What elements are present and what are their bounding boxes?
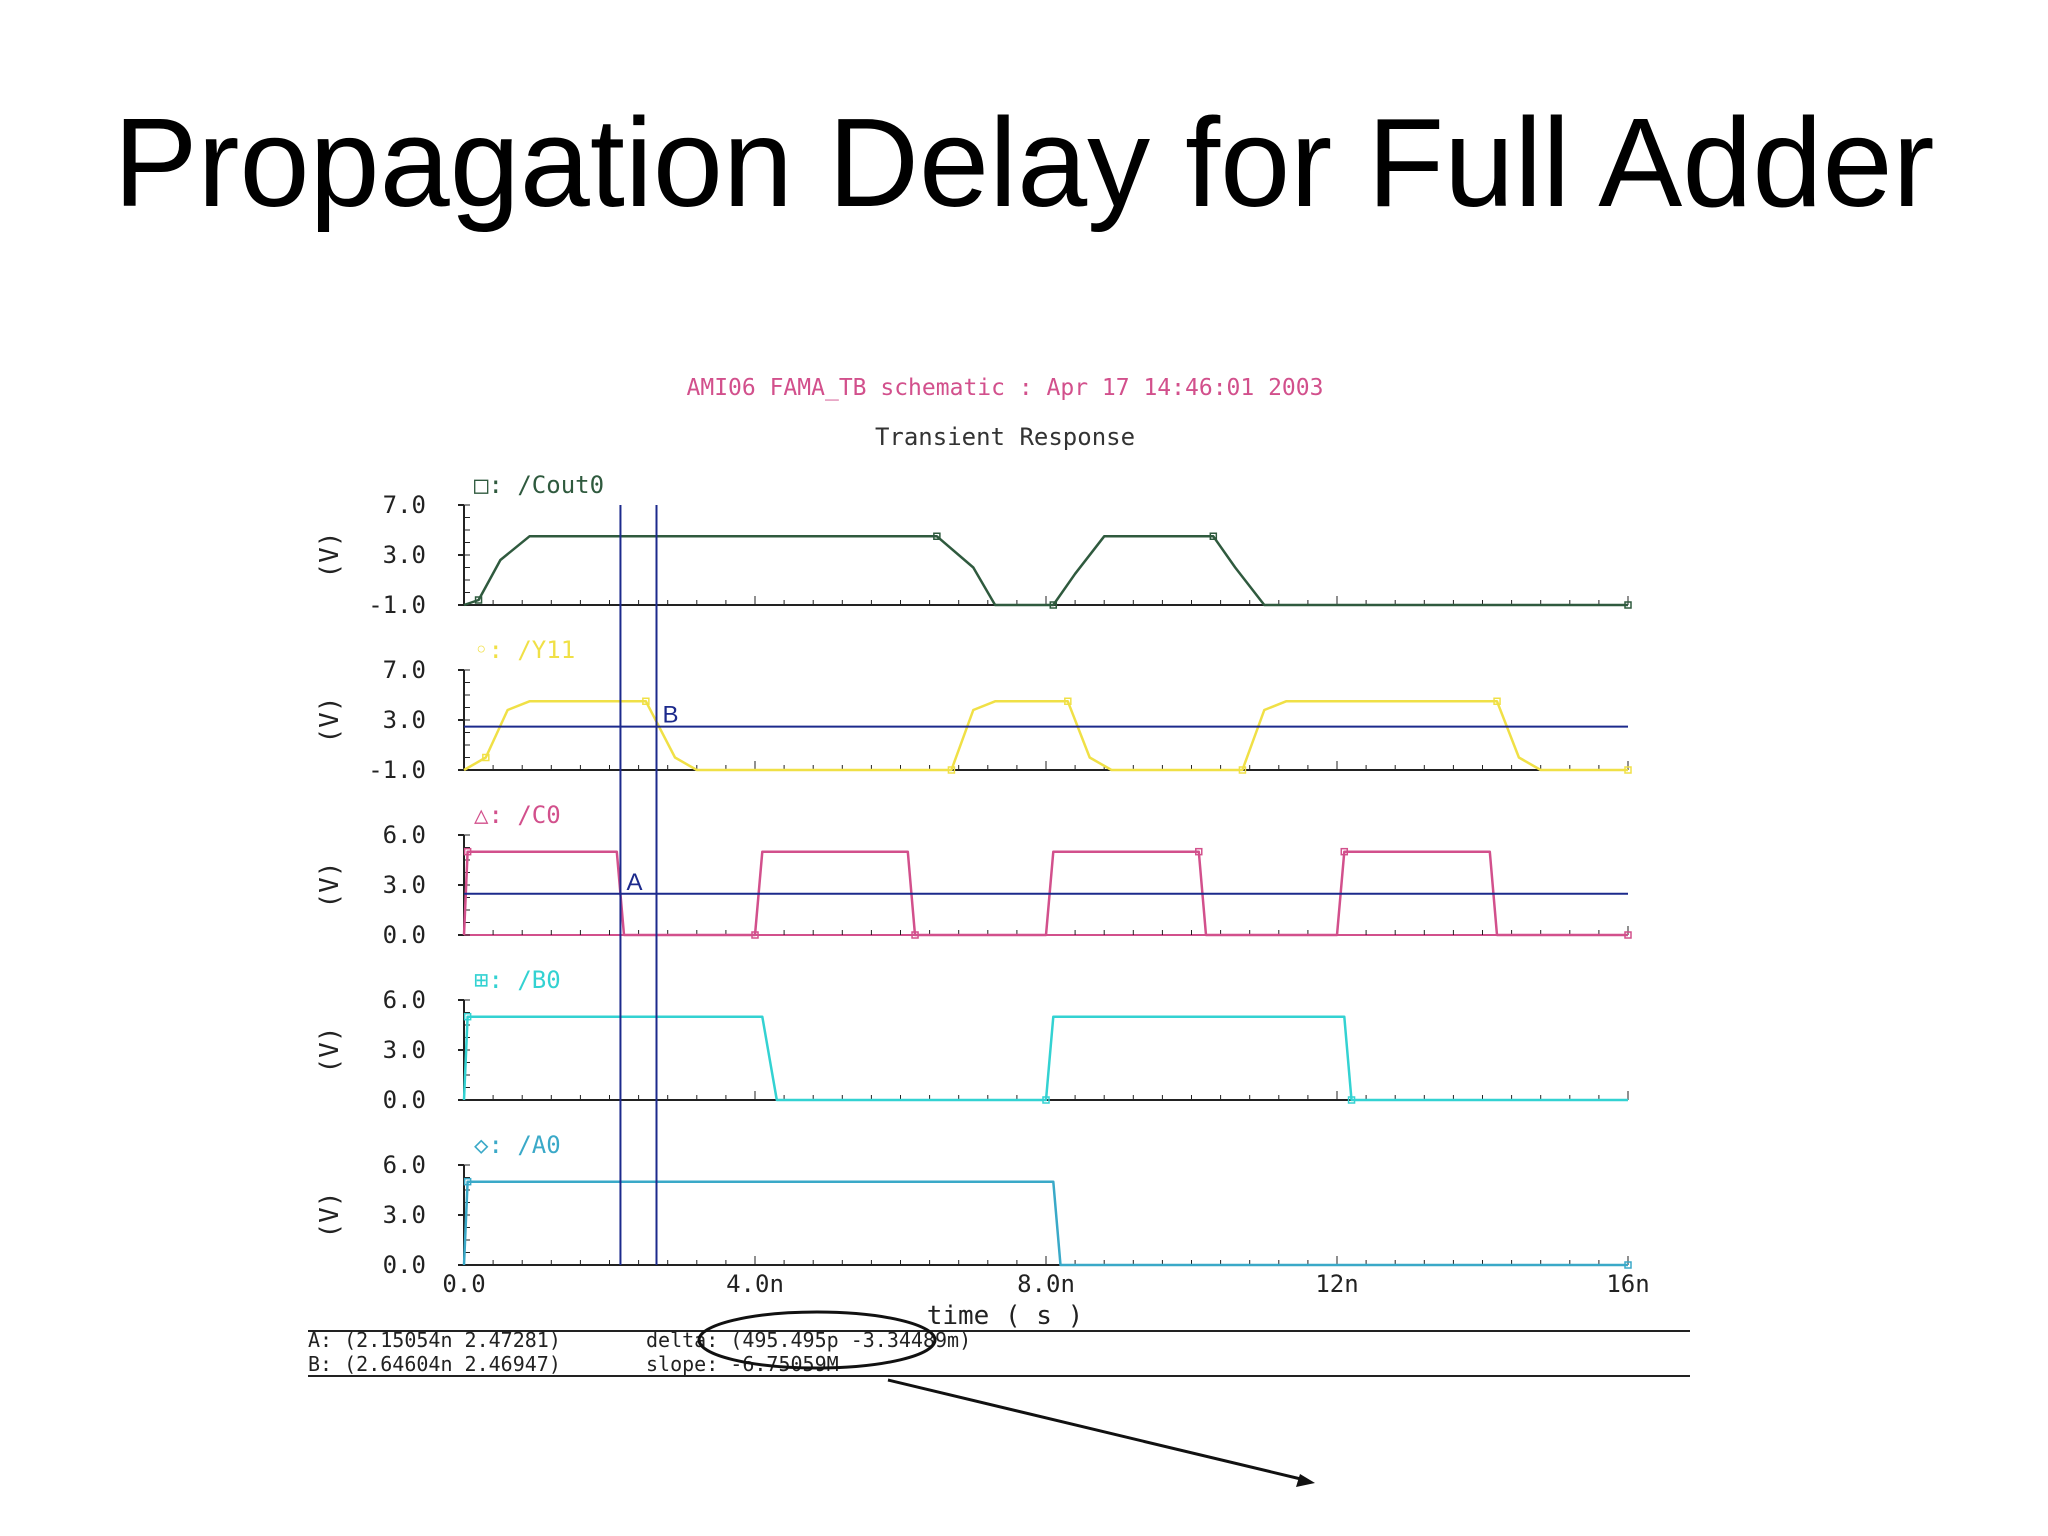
- waveform-marker: [1064, 697, 1072, 705]
- annotation-arrow-head: [1296, 1474, 1315, 1487]
- waveform-panel: 7.0 3.0 -1.0 (V) ◦: /Y11: [315, 636, 1632, 784]
- y-tick-label: 3.0: [383, 541, 426, 569]
- waveform-marker: [1042, 1096, 1050, 1104]
- x-tick-label: 12n: [1315, 1270, 1358, 1298]
- waveform-trace: [462, 1180, 1628, 1267]
- waveform-trace: [462, 850, 1628, 937]
- x-tick-label: 0.0: [442, 1270, 485, 1298]
- waveform-marker: [1049, 601, 1058, 609]
- y-tick-label: 3.0: [383, 1201, 426, 1229]
- waveform-marker: [947, 766, 956, 774]
- waveform-marker: [642, 697, 650, 705]
- y-tick-label: 0.0: [383, 921, 426, 949]
- waveform-marker: [1624, 766, 1632, 774]
- y-axis-label: (V): [315, 1027, 345, 1074]
- waveform-marker: [463, 1177, 472, 1186]
- waveform-panel: 7.0 3.0 -1.0 (V) □: /Cout0: [315, 471, 1632, 619]
- series-label: ⊞: /B0: [474, 966, 561, 994]
- waveform-panel: 6.0 3.0 0.0 (V) ◇: /A0: [315, 1131, 1632, 1279]
- y-tick-label: 3.0: [383, 1036, 426, 1064]
- y-tick-label: 6.0: [383, 986, 426, 1014]
- y-tick-label: 6.0: [383, 1151, 426, 1179]
- y-tick-label: -1.0: [368, 591, 426, 619]
- waveform-marker: [1238, 766, 1247, 774]
- x-tick-label: 4.0n: [726, 1270, 784, 1298]
- waveform-marker: [1347, 1096, 1356, 1104]
- simulation-header: AMI06 FAMA_TB schematic : Apr 17 14:46:0…: [687, 375, 1324, 401]
- waveform-marker: [751, 931, 759, 939]
- x-tick-label: 16n: [1606, 1270, 1649, 1298]
- y-tick-label: 0.0: [383, 1086, 426, 1114]
- y-tick-label: 0.0: [383, 1251, 426, 1279]
- y-axis-label: (V): [315, 532, 345, 579]
- waveform-panel: 6.0 3.0 0.0 (V) △: /C0: [315, 801, 1632, 949]
- waveform-marker: [1195, 847, 1203, 856]
- series-label: ◇: /A0: [474, 1131, 561, 1159]
- y-tick-label: 3.0: [383, 871, 426, 899]
- series-label: △: /C0: [474, 801, 561, 829]
- waveform-marker: [911, 931, 919, 939]
- series-label: ◦: /Y11: [474, 636, 575, 664]
- waveform-marker: [1624, 601, 1632, 609]
- waveform-panel: 6.0 3.0 0.0 (V) ⊞: /B0: [315, 966, 1629, 1114]
- waveform-marker: [482, 753, 490, 762]
- y-tick-label: 6.0: [383, 821, 426, 849]
- x-axis-label: time ( s ): [927, 1301, 1084, 1331]
- waveform-marker: [933, 532, 941, 540]
- delta-readout: delta: (495.495p -3.34489m): [646, 1328, 971, 1352]
- y-tick-label: 7.0: [383, 491, 426, 519]
- y-tick-label: 3.0: [383, 706, 426, 734]
- cursor-a-readout: A: (2.15054n 2.47281): [308, 1328, 561, 1352]
- cursor-a-label: A: [626, 869, 642, 896]
- cursor-b-label: B: [662, 702, 678, 729]
- waveform-marker: [1624, 931, 1632, 939]
- slide-title: Propagation Delay for Full Adder: [113, 92, 1935, 233]
- x-tick-label: 8.0n: [1017, 1270, 1075, 1298]
- waveform-marker: [1340, 847, 1349, 856]
- waveform-marker: [1493, 697, 1501, 705]
- y-tick-label: -1.0: [368, 756, 426, 784]
- slope-readout: slope: -6.75059M: [646, 1352, 839, 1376]
- waveform-marker: [1209, 532, 1218, 540]
- cursor-lines[interactable]: AB: [464, 505, 1628, 1265]
- waveform-trace: [462, 1015, 1628, 1102]
- x-axis: 0.0 4.0n 8.0n 12n 16n: [442, 1270, 1649, 1298]
- waveform-trace: [463, 700, 1628, 772]
- annotation-arrow-line: [887, 1378, 1306, 1482]
- series-label: □: /Cout0: [474, 471, 604, 499]
- waveform-marker: [474, 596, 483, 604]
- waveform-marker: [463, 847, 472, 856]
- y-tick-label: 7.0: [383, 656, 426, 684]
- y-axis-label: (V): [315, 697, 345, 744]
- cursor-b-readout: B: (2.64604n 2.46947): [308, 1352, 561, 1376]
- y-axis-label: (V): [315, 862, 345, 909]
- waveform-trace: [463, 535, 1628, 607]
- waveform-panels: 7.0 3.0 -1.0 (V) □: /Cout0 7.0 3.0 -1.0 (V) ◦: /Y…: [315, 471, 1632, 1279]
- chart-subtitle: Transient Response: [875, 423, 1135, 451]
- y-axis-label: (V): [315, 1192, 345, 1239]
- delta-highlight-ellipse: [697, 1310, 937, 1370]
- waveform-marker: [463, 1012, 472, 1021]
- waveform-marker: [1624, 1261, 1632, 1269]
